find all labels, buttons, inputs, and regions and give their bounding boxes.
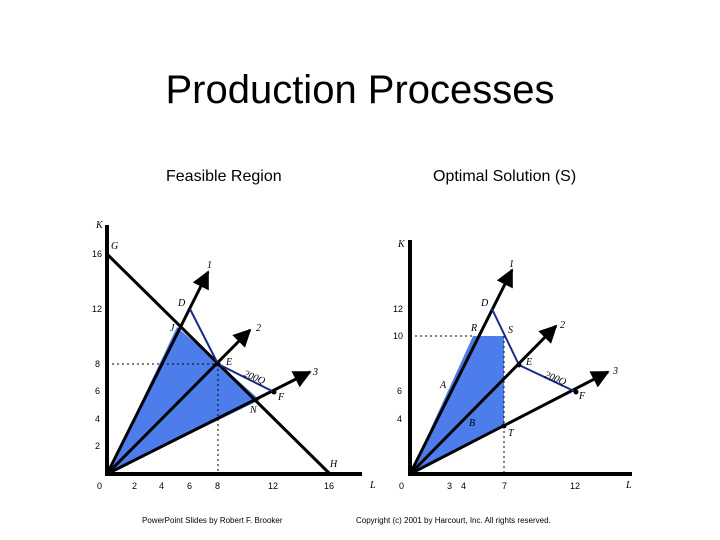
point-e (215, 361, 221, 367)
x-tick: 3 (447, 481, 452, 491)
point-t (501, 423, 507, 429)
x-tick: 0 (399, 481, 404, 491)
left-diagram: G D J E F N H 1 2 3 200Q K L 16 12 8 6 4… (92, 220, 376, 491)
label-h: H (329, 459, 338, 470)
point-f (573, 389, 579, 395)
right-x-axis-label: L (625, 480, 632, 491)
isoquant-label: 200Q (543, 370, 568, 389)
x-tick: 2 (132, 481, 137, 491)
point-e (516, 362, 522, 368)
ray-2 (105, 328, 252, 476)
ray-3 (106, 370, 312, 476)
label-s: S (508, 325, 513, 336)
feasible-region-subtitle: Feasible Region (166, 168, 282, 185)
right-diagram: D R S E A B T F 1 2 3 200Q K L 12 10 6 4… (393, 239, 632, 491)
y-tick: 6 (95, 386, 100, 396)
x-tick: 4 (461, 481, 466, 491)
label-f: F (578, 391, 586, 402)
isoquant-label: 200Q (242, 369, 267, 388)
label-r: R (470, 323, 477, 334)
y-tick: 2 (95, 441, 100, 451)
label-g: G (111, 241, 118, 252)
ray-3-label: 3 (612, 366, 618, 377)
x-tick: 16 (324, 481, 334, 491)
right-y-axis-label: K (397, 239, 406, 250)
ray-3 (409, 370, 610, 476)
x-tick: 8 (215, 481, 220, 491)
footer-copyright: Copyright (c) 2001 by Harcourt, Inc. All… (356, 516, 551, 525)
optimal-region-fill (410, 336, 504, 474)
left-y-axis-label: K (95, 220, 104, 231)
ray-1-label: 1 (509, 259, 514, 270)
y-tick: 10 (393, 331, 403, 341)
y-tick: 4 (95, 414, 100, 424)
ray-2-label: 2 (560, 320, 565, 331)
label-n: N (249, 405, 258, 416)
label-d: D (177, 298, 186, 309)
label-t: T (508, 428, 515, 439)
left-x-axis-label: L (369, 480, 376, 491)
label-f: F (277, 392, 285, 403)
y-tick: 8 (95, 359, 100, 369)
y-tick: 16 (92, 249, 102, 259)
y-tick: 12 (393, 304, 403, 314)
x-tick: 7 (502, 481, 507, 491)
optimal-solution-subtitle: Optimal Solution (S) (433, 168, 577, 185)
ray-1 (408, 268, 514, 475)
label-b: B (469, 418, 475, 429)
label-e: E (225, 357, 232, 368)
ray-2-label: 2 (256, 323, 261, 334)
y-tick: 12 (92, 304, 102, 314)
x-tick: 0 (97, 481, 102, 491)
x-tick: 12 (268, 481, 278, 491)
y-tick: 4 (397, 414, 402, 424)
ray-3-label: 3 (312, 367, 318, 378)
label-a: A (439, 380, 447, 391)
footer-credit: PowerPoint Slides by Robert F. Brooker (142, 516, 283, 525)
x-tick: 6 (187, 481, 192, 491)
point-f (271, 389, 277, 395)
ray-1-label: 1 (207, 260, 212, 271)
slide-title: Production Processes (165, 68, 555, 112)
label-j: J (170, 323, 175, 334)
x-tick: 4 (159, 481, 164, 491)
label-e: E (525, 357, 532, 368)
ray-1 (105, 270, 210, 475)
label-d: D (480, 298, 489, 309)
ray-2 (408, 324, 558, 476)
x-tick: 12 (570, 481, 580, 491)
y-tick: 6 (397, 386, 402, 396)
